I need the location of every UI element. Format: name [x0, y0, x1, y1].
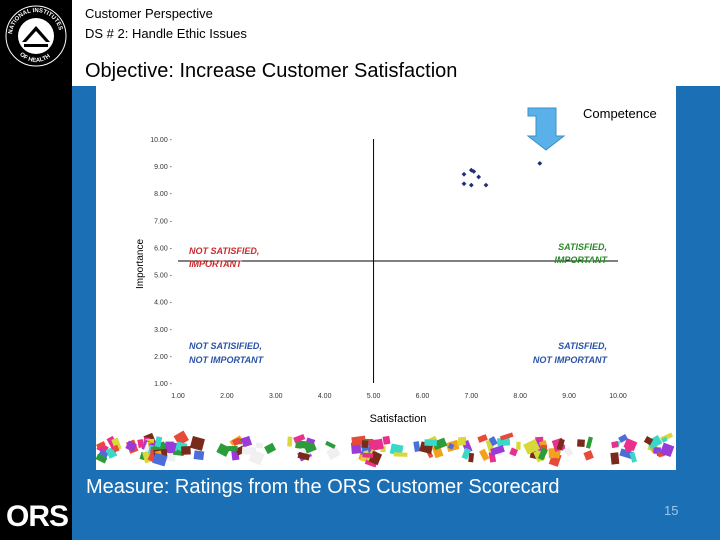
header-area: [72, 0, 720, 86]
y-tick-label: 9.00 -: [154, 164, 173, 171]
quadrant-tr-line1: SATISFIED,: [558, 242, 607, 252]
x-tick-label: 4.00: [318, 393, 332, 400]
measure-text: Measure: Ratings from the ORS Customer S…: [86, 476, 560, 498]
data-point: [537, 161, 543, 166]
nih-logo-icon: NATIONAL INSTITUTES OF HEALTH: [5, 5, 67, 67]
y-tick-label: 7.00 -: [154, 218, 173, 225]
x-tick-label: 10.00: [609, 393, 627, 400]
x-tick-label: 8.00: [513, 393, 527, 400]
x-tick-label: 9.00: [562, 393, 576, 400]
data-point: [461, 181, 467, 187]
quadrant-tl-line2: IMPORTANT: [189, 259, 243, 269]
decorative-strip: [96, 430, 675, 468]
y-tick-label: 6.00 -: [154, 245, 173, 252]
x-tick-label: 6.00: [416, 393, 430, 400]
quadrant-br-line1: SATISFIED,: [558, 341, 607, 351]
page-number: 15: [664, 503, 679, 518]
quadrant-bl-line1: NOT SATISIFIED,: [189, 341, 262, 351]
y-tick-label: 10.00 -: [150, 137, 172, 144]
y-axis-label: Importance: [135, 239, 146, 289]
quadrant-bl-line2: NOT IMPORTANT: [189, 355, 265, 365]
data-point: [468, 182, 474, 188]
x-axis-label: Satisfaction: [370, 413, 427, 425]
y-tick-label: 2.00 -: [154, 354, 173, 361]
x-tick-label: 5.00: [367, 393, 381, 400]
x-tick-label: 2.00: [220, 393, 234, 400]
data-point: [461, 171, 467, 177]
y-tick-label: 1.00 -: [154, 381, 173, 388]
data-point: [483, 182, 489, 188]
scatter-chart: 1.00 2.00 3.00 4.00 5.00 6.00 7.00 8.00 9.00 10.0…: [96, 107, 675, 468]
callout-competence-label: Competence: [583, 106, 657, 121]
subtitle-perspective: Customer Perspective: [85, 6, 213, 21]
y-tick-label: 5.00 -: [154, 273, 173, 280]
quadrant-tl-line1: NOT SATISFIED,: [189, 246, 259, 256]
subtitle-ds: DS # 2: Handle Ethic Issues: [85, 26, 247, 41]
y-tick-label: 3.00 -: [154, 327, 173, 334]
sidebar: NATIONAL INSTITUTES OF HEALTH ORS: [0, 0, 72, 540]
y-tick-label: 4.00 -: [154, 300, 173, 307]
x-tick-label: 3.00: [269, 393, 283, 400]
ors-logo: ORS: [6, 500, 69, 533]
quadrant-tr-line2: IMPORTANT: [554, 255, 608, 265]
data-point: [476, 174, 482, 180]
x-tick-label: 1.00: [171, 393, 185, 400]
data-point: [471, 169, 477, 174]
quadrant-br-line2: NOT IMPORTANT: [533, 355, 609, 365]
objective-title: Objective: Increase Customer Satisfactio…: [85, 60, 458, 82]
y-tick-label: 8.00 -: [154, 191, 173, 198]
chart-panel: 1.00 2.00 3.00 4.00 5.00 6.00 7.00 8.00 9.00 10.0…: [96, 86, 676, 470]
callout-arrow-icon: [526, 107, 566, 151]
x-tick-label: 7.00: [465, 393, 479, 400]
